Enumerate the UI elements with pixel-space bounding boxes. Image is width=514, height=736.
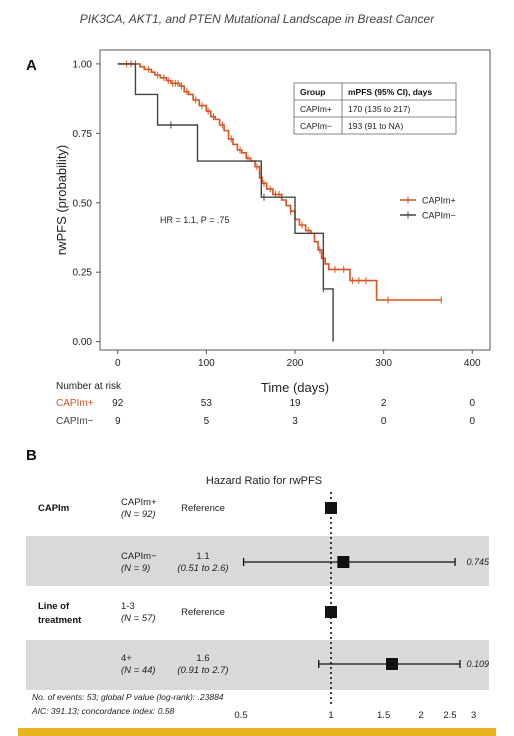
y-tick-label: 0.75 <box>73 129 93 140</box>
forest-point <box>324 502 337 514</box>
accent-bar <box>18 728 496 736</box>
x-tick-label: 0 <box>115 358 121 369</box>
risk-row-label: CAPIm+ <box>56 398 94 409</box>
y-tick-label: 1.00 <box>73 59 93 70</box>
legend-label: CAPIm+ <box>422 196 456 206</box>
forest-row-shade <box>26 640 489 690</box>
stats-table-cell: 193 (91 to NA) <box>348 121 403 131</box>
forest-level-label: CAPIm+ <box>121 497 157 508</box>
forest-x-tick-label: 2 <box>418 710 423 721</box>
forest-p-value: 0.745 <box>466 557 490 567</box>
forest-footnote: No. of events: 53; global P value (log-r… <box>32 692 224 702</box>
stats-table-cell: CAPIm− <box>300 121 332 131</box>
stats-table-cell: 170 (135 to 217) <box>348 104 411 114</box>
forest-estimate-text: Reference <box>181 503 225 514</box>
forest-x-tick-label: 1.5 <box>377 710 390 721</box>
forest-p-value: 0.109 <box>466 659 489 669</box>
forest-n-label: (N = 9) <box>121 563 150 574</box>
forest-x-tick-label: 2.5 <box>443 710 456 721</box>
forest-x-tick-label: 0.5 <box>234 710 247 721</box>
risk-count: 2 <box>381 398 387 409</box>
forest-estimate-text: 1.6 <box>196 653 209 664</box>
forest-plot: Hazard Ratio for rwPFS CAPIm CAPIm+(N = 92… <box>26 475 490 721</box>
risk-count: 9 <box>115 416 121 427</box>
risk-row-label: CAPIm− <box>56 416 94 427</box>
panel-b-label: B <box>26 447 37 464</box>
forest-point <box>386 658 399 670</box>
y-tick-label: 0.50 <box>73 198 93 209</box>
hr-annotation: HR = 1.1, P = .75 <box>160 215 229 225</box>
forest-level-label: 1-3 <box>121 601 135 612</box>
stats-table-header: Group <box>300 87 326 97</box>
forest-x-tick-label: 1 <box>328 710 333 721</box>
x-tick-label: 300 <box>375 358 392 369</box>
forest-point <box>324 606 337 618</box>
forest-x-tick-label: 3 <box>471 710 476 721</box>
forest-level-label: 4+ <box>121 653 132 664</box>
forest-row-shade <box>26 536 489 586</box>
forest-group-label: Line of <box>38 601 70 612</box>
risk-count: 0 <box>381 416 387 427</box>
forest-n-label: (N = 92) <box>121 509 156 520</box>
risk-table-title: Number at risk <box>56 381 122 392</box>
forest-footnote: AIC: 391.13; concordance index: 0.58 <box>31 706 175 716</box>
forest-n-label: (N = 44) <box>121 665 156 676</box>
forest-group-label: CAPIm <box>38 503 69 514</box>
stats-table-header: mPFS (95% CI), days <box>348 87 432 97</box>
forest-group-label: treatment <box>38 615 82 626</box>
y-axis-label: rwPFS (probability) <box>54 145 69 256</box>
legend-label: CAPIm− <box>422 211 456 221</box>
risk-count: 3 <box>292 416 298 427</box>
forest-estimate-text: Reference <box>181 607 225 618</box>
km-curve-capim-neg <box>117 63 334 342</box>
panel-a-label: A <box>26 57 37 74</box>
risk-count: 53 <box>201 398 213 409</box>
forest-n-label: (N = 57) <box>121 613 156 624</box>
y-tick-label: 0.25 <box>73 268 93 279</box>
y-tick-label: 0.00 <box>73 337 93 348</box>
forest-level-label: CAPIm− <box>121 551 157 562</box>
forest-title: Hazard Ratio for rwPFS <box>206 475 322 487</box>
page-title: PIK3CA, AKT1, and PTEN Mutational Landsc… <box>79 12 435 26</box>
risk-count: 5 <box>204 416 210 427</box>
x-axis-label: Time (days) <box>261 380 329 395</box>
risk-count: 0 <box>469 416 475 427</box>
x-tick-label: 400 <box>464 358 481 369</box>
forest-point <box>337 556 350 568</box>
risk-count: 0 <box>469 398 475 409</box>
risk-count: 92 <box>112 398 124 409</box>
x-tick-label: 200 <box>287 358 304 369</box>
forest-ci-text: (0.91 to 2.7) <box>177 665 228 676</box>
x-tick-label: 100 <box>198 358 215 369</box>
stats-table-frame <box>293 82 457 135</box>
stats-table-cell: CAPIm+ <box>300 104 332 114</box>
forest-estimate-text: 1.1 <box>196 551 209 562</box>
forest-ci-text: (0.51 to 2.6) <box>177 563 228 574</box>
risk-count: 19 <box>289 398 301 409</box>
